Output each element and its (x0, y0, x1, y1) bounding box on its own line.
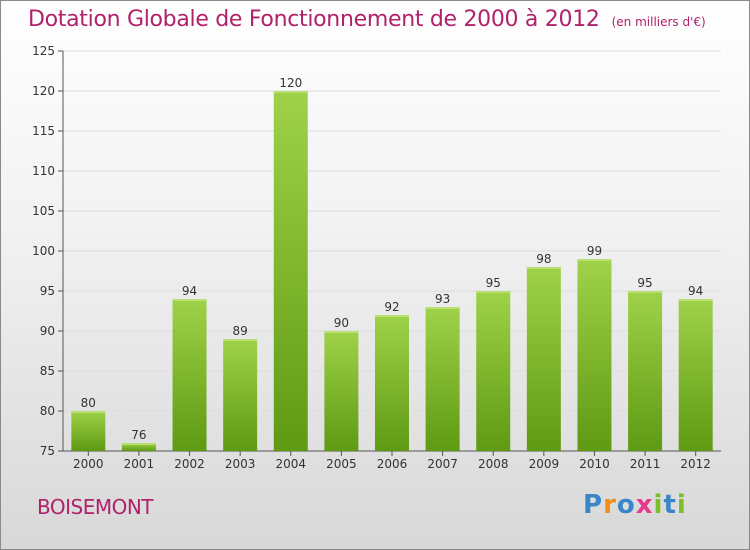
data-label: 93 (435, 292, 450, 306)
x-tick-label: 2005 (326, 457, 357, 471)
x-tick-label: 2008 (478, 457, 509, 471)
logo-letter: x (635, 490, 654, 520)
y-tick-label: 80 (40, 404, 55, 418)
logo-letter: i (676, 490, 687, 520)
bar (273, 91, 308, 451)
bar-top-highlight (476, 291, 511, 293)
x-tick-label: 2010 (579, 457, 610, 471)
bar (223, 339, 258, 451)
bar (628, 291, 663, 451)
data-label: 95 (637, 276, 652, 290)
bar-top-highlight (526, 267, 561, 269)
x-tick-label: 2003 (225, 457, 256, 471)
title-text: Dotation Globale de Fonctionnement de 20… (28, 7, 600, 32)
bar-top-highlight (425, 307, 460, 309)
logo-letter: o (616, 490, 636, 520)
bar (476, 291, 511, 451)
bar-top-highlight (273, 91, 308, 93)
x-tick-label: 2000 (73, 457, 104, 471)
y-tick-label: 120 (32, 84, 55, 98)
y-tick-label: 90 (40, 324, 55, 338)
data-label: 94 (688, 284, 703, 298)
x-tick-label: 2009 (529, 457, 560, 471)
y-tick-label: 105 (32, 204, 55, 218)
y-tick-label: 115 (32, 124, 55, 138)
logo-letter: P (583, 490, 604, 520)
bar (425, 307, 460, 451)
data-label: 92 (384, 300, 399, 314)
data-label: 76 (131, 428, 146, 442)
bar (172, 299, 207, 451)
data-label: 90 (334, 316, 349, 330)
y-tick-label: 125 (32, 44, 55, 58)
bar-top-highlight (71, 411, 106, 413)
bar-top-highlight (223, 339, 258, 341)
bar (324, 331, 359, 451)
bar-top-highlight (628, 291, 663, 293)
y-tick-label: 75 (40, 444, 55, 458)
logo-letter: r (603, 490, 617, 520)
bar (121, 443, 156, 451)
x-tick-label: 2006 (377, 457, 408, 471)
subtitle-text: (en milliers d'€) (611, 15, 706, 29)
bar-top-highlight (678, 299, 713, 301)
y-tick-label: 95 (40, 284, 55, 298)
x-tick-label: 2011 (630, 457, 661, 471)
bar-top-highlight (121, 443, 156, 445)
x-tick-label: 2004 (275, 457, 306, 471)
x-tick-label: 2007 (427, 457, 458, 471)
data-label: 95 (486, 276, 501, 290)
x-tick-label: 2002 (174, 457, 205, 471)
bar-top-highlight (324, 331, 359, 333)
data-label: 80 (81, 396, 96, 410)
bar (71, 411, 106, 451)
bar-top-highlight (375, 315, 409, 317)
data-label: 98 (536, 252, 551, 266)
bar (678, 299, 713, 451)
commune-name: BOISEMONT (37, 495, 154, 519)
proxiti-logo: Proxiti (583, 490, 687, 520)
x-tick-label: 2001 (124, 457, 155, 471)
logo-letter: t (663, 490, 677, 520)
y-tick-label: 100 (32, 244, 55, 258)
bar (375, 315, 409, 451)
data-label: 94 (182, 284, 197, 298)
bar (526, 267, 561, 451)
bar (577, 259, 612, 451)
data-label: 89 (233, 324, 248, 338)
logo-letter: i (653, 490, 664, 520)
data-label: 120 (279, 76, 302, 90)
x-tick-label: 2012 (680, 457, 711, 471)
chart-title: Dotation Globale de Fonctionnement de 20… (28, 7, 706, 32)
y-tick-label: 110 (32, 164, 55, 178)
data-label: 99 (587, 244, 602, 258)
y-tick-label: 85 (40, 364, 55, 378)
bar-top-highlight (172, 299, 207, 301)
bar-top-highlight (577, 259, 612, 261)
